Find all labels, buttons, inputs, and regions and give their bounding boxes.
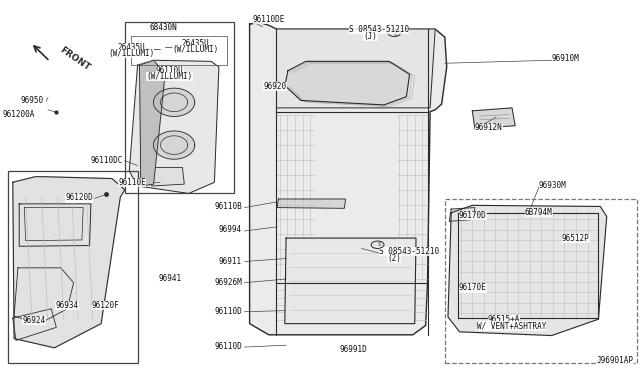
Text: 96994: 96994 [219,225,242,234]
Text: S 08543-51210: S 08543-51210 [349,25,409,34]
Polygon shape [154,131,195,159]
Text: 96110DC: 96110DC [90,156,123,165]
Text: (W/ILLUMI): (W/ILLUMI) [108,49,154,58]
Text: 96110D: 96110D [214,307,242,316]
Polygon shape [276,29,435,108]
Polygon shape [285,61,410,105]
Text: 68430N: 68430N [149,25,177,33]
Bar [8,171,138,363]
Text: 96910M: 96910M [552,54,579,63]
Text: 96110E: 96110E [118,178,146,187]
Text: 96170D: 96170D [459,211,486,220]
Text: 96110D: 96110D [214,342,242,351]
Text: 96110U: 96110U [156,66,184,75]
Polygon shape [140,60,165,186]
Text: 96110B: 96110B [214,202,242,211]
Text: (W/ILLUMI): (W/ILLUMI) [172,45,218,54]
Text: (J): (J) [364,32,378,41]
Text: 96941: 96941 [159,274,182,283]
Text: 26435U: 26435U [181,39,209,48]
Text: (W/ILLUMI): (W/ILLUMI) [147,72,193,81]
Text: 96110DE: 96110DE [253,15,285,24]
Text: S: S [378,241,380,247]
Text: 96934: 96934 [56,301,79,310]
Polygon shape [129,60,219,193]
Text: 96120D: 96120D [65,193,93,202]
Text: 68430N: 68430N [149,23,177,32]
Polygon shape [472,108,515,128]
Polygon shape [150,167,184,186]
Text: FRONT: FRONT [58,45,91,73]
Text: 6B794M: 6B794M [525,208,552,217]
Text: 96912N: 96912N [475,123,502,132]
Polygon shape [154,88,195,116]
Text: (2): (2) [387,254,401,263]
Text: 96170E: 96170E [459,283,486,292]
Polygon shape [277,199,346,208]
Polygon shape [19,204,91,246]
Text: W/ VENT+ASHTRAY: W/ VENT+ASHTRAY [477,321,546,330]
Text: 961200A: 961200A [3,110,35,119]
Text: 96926M: 96926M [214,278,242,287]
Text: J96901AP: J96901AP [596,356,634,365]
Polygon shape [448,205,607,336]
Text: 96924: 96924 [22,316,45,325]
Polygon shape [13,177,125,348]
Text: 96930M: 96930M [539,181,566,190]
Text: S 08543-51210: S 08543-51210 [379,247,439,256]
Text: 96120F: 96120F [92,301,120,310]
Polygon shape [14,268,74,324]
Text: 96515+A: 96515+A [488,315,520,324]
Polygon shape [449,208,475,221]
Polygon shape [250,22,447,335]
Text: 96512P: 96512P [562,234,589,243]
Text: 26435U: 26435U [117,43,145,52]
Polygon shape [285,238,416,324]
Text: S: S [394,29,397,35]
Bar [445,199,637,363]
Text: 96911: 96911 [219,257,242,266]
Polygon shape [24,208,83,241]
Text: 96950: 96950 [20,96,44,105]
Polygon shape [13,309,56,340]
Text: 96991D: 96991D [339,345,367,354]
Text: 96920: 96920 [264,82,287,91]
Bar [125,22,234,193]
